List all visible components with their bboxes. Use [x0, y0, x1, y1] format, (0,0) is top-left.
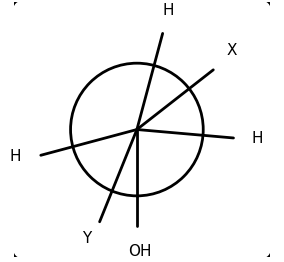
FancyBboxPatch shape [12, 0, 272, 260]
Text: X: X [226, 43, 237, 58]
Text: H: H [9, 149, 21, 163]
Text: H: H [162, 3, 174, 18]
Text: OH: OH [128, 244, 151, 259]
Text: Y: Y [82, 231, 92, 247]
Text: H: H [251, 131, 263, 146]
